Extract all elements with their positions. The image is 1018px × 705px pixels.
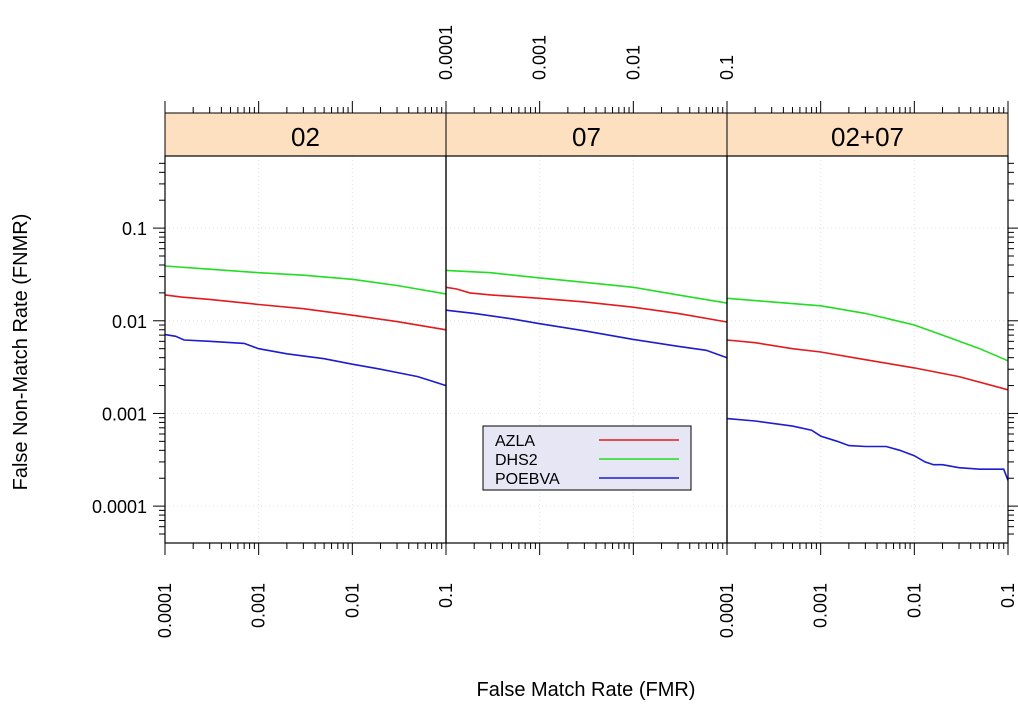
series-line-poebva-panel-1 — [164, 333, 447, 387]
x-tick-label-bottom: 0.1 — [436, 583, 456, 608]
panel-frame-3 — [726, 155, 1009, 544]
x-tick-label-bottom: 0.001 — [249, 583, 269, 628]
y-axis-title: False Non-Match Rate (FNMR) — [10, 214, 32, 491]
series-line-poebva-panel-3 — [726, 417, 1009, 481]
series-line-dhs2-panel-3 — [726, 297, 1009, 362]
legend-label-poebva: POEBVA — [495, 471, 560, 488]
x-tick-label-top: 0.0001 — [436, 25, 456, 80]
x-tick-label-top: 0.01 — [623, 45, 643, 80]
strip-label-1: 02 — [291, 122, 320, 152]
y-tick-label: 0.1 — [122, 219, 147, 239]
series-line-azla-panel-1 — [164, 294, 447, 331]
series-line-dhs2-panel-1 — [164, 265, 447, 295]
legend-box — [482, 425, 692, 491]
strip-2 — [445, 112, 728, 157]
x-axis-title: False Match Rate (FMR) — [477, 679, 696, 701]
y-tick-label: 0.0001 — [92, 497, 147, 517]
x-tick-label-bottom: 0.1 — [998, 583, 1018, 608]
legend-label-azla: AZLA — [495, 433, 535, 450]
x-tick-label-bottom: 0.01 — [904, 583, 924, 618]
x-tick-label-bottom: 0.01 — [342, 583, 362, 618]
x-tick-label-bottom: 0.0001 — [155, 583, 175, 638]
series-line-azla-panel-2 — [445, 286, 728, 323]
frame-layer — [153, 101, 1018, 555]
label-layer: 02 07 02+07 0.0001 0.001 0.01 0.1 0.0001 0.001 0.… — [92, 25, 1018, 638]
series-line-azla-panel-3 — [726, 339, 1009, 391]
strip-label-2: 07 — [572, 122, 601, 152]
x-tick-label-top: 0.1 — [717, 55, 737, 80]
x-tick-label-bottom: 0.0001 — [717, 583, 737, 638]
x-tick-label-bottom: 0.001 — [811, 583, 831, 628]
y-tick-label: 0.01 — [112, 312, 147, 332]
legend-label-dhs2: DHS2 — [495, 452, 538, 469]
strip-3 — [726, 112, 1009, 157]
series-line-poebva-panel-2 — [445, 309, 728, 359]
panel-frame-1 — [164, 155, 447, 544]
strip-1 — [164, 112, 447, 157]
series-layer — [164, 265, 1009, 481]
strip-label-3: 02+07 — [831, 122, 904, 152]
series-line-dhs2-panel-2 — [445, 269, 728, 304]
legend: AZLA DHS2 POEBVA — [482, 425, 692, 491]
y-tick-label: 0.001 — [102, 404, 147, 424]
x-tick-label-top: 0.001 — [530, 35, 550, 80]
